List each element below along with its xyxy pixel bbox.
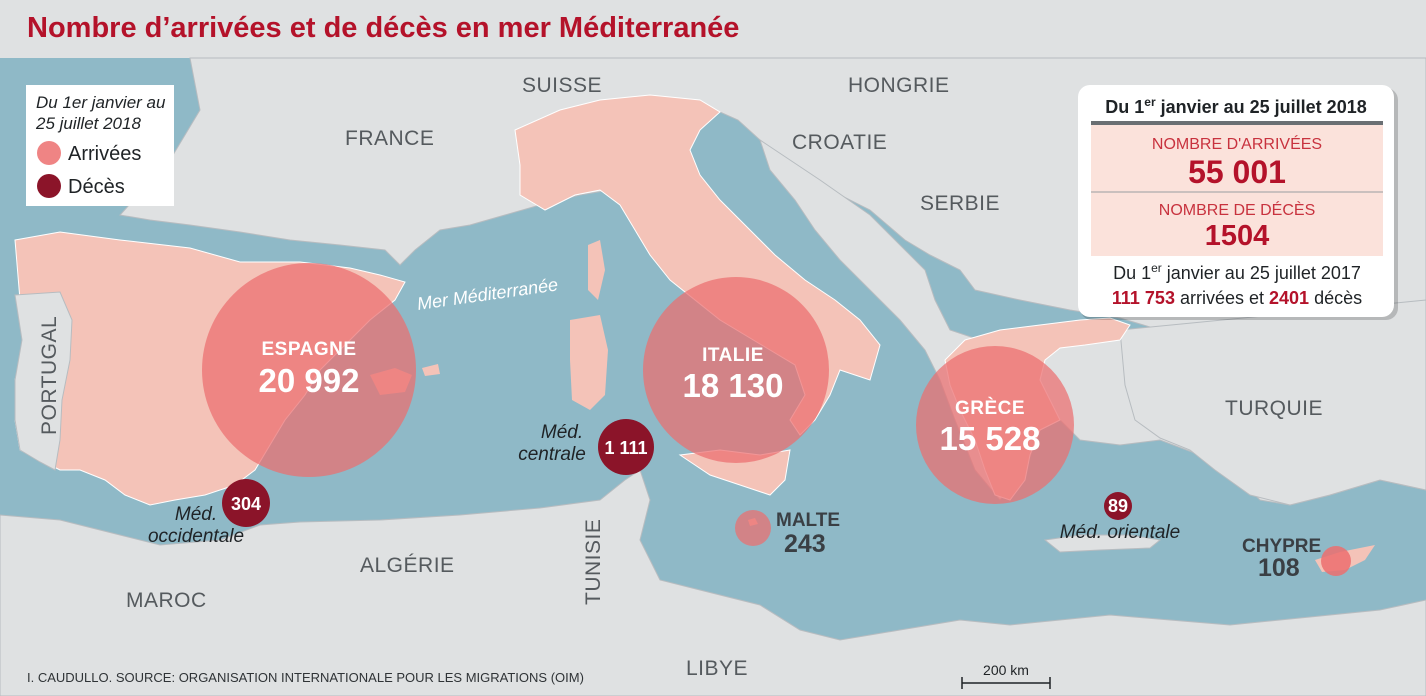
arrival-value-espagne: 20 992 (259, 362, 360, 399)
summary-divider (1091, 121, 1383, 125)
land-turkey (1119, 299, 1426, 506)
summary-deaths-label: NOMBRE DE DÉCÈS (1159, 200, 1315, 219)
arrival-name-italie: ITALIE (702, 345, 764, 366)
land-crete (1043, 534, 1162, 553)
land-portugal (14, 291, 73, 471)
country-label-serbie: SERBIE (920, 192, 1000, 215)
death-route-occidentale-2: occidentale (148, 526, 244, 547)
arrival-name-malte: MALTE (776, 510, 840, 531)
legend-period-line2: 25 juillet 2018 (35, 114, 141, 133)
death-route-occidentale-1: Méd. (175, 504, 217, 525)
death-value-orientale: 89 (1108, 496, 1128, 516)
arrival-value-malte: 243 (784, 530, 826, 558)
death-route-orientale: Méd. orientale (1060, 522, 1180, 543)
country-label-turquie: TURQUIE (1225, 397, 1323, 420)
land-north-africa (0, 469, 1426, 696)
land-sardinia (570, 315, 608, 410)
country-label-france: FRANCE (345, 127, 434, 150)
arrival-circle-grece (916, 346, 1074, 504)
country-label-tunisie: TUNISIE (582, 519, 605, 605)
death-circle-orientale (1104, 492, 1132, 520)
scale-bar: 200 km (961, 662, 1051, 689)
country-label-hongrie: HONGRIE (848, 74, 950, 97)
country-label-suisse: SUISSE (522, 74, 602, 97)
arrival-circle-italie (643, 277, 829, 463)
summary-deaths-value: 1504 (1205, 220, 1270, 252)
summary-box: Du 1er janvier au 25 juillet 2018 NOMBRE… (1078, 85, 1398, 320)
summary-compare-heading: Du 1er janvier au 25 juillet 2017 (1113, 261, 1361, 283)
country-label-croatie: CROATIE (792, 131, 887, 154)
arrival-name-chypre: CHYPRE (1242, 536, 1321, 557)
arrival-name-espagne: ESPAGNE (261, 339, 356, 360)
country-label-maroc: MAROC (126, 589, 207, 612)
legend-arrivals-swatch (37, 141, 61, 165)
land-menorca (422, 364, 440, 376)
summary-arrivals-value: 55 001 (1188, 154, 1286, 190)
arrival-circle-chypre (1321, 546, 1351, 576)
page-title: Nombre d’arrivées et de décès en mer Méd… (27, 12, 739, 44)
arrival-value-grece: 15 528 (940, 420, 1041, 457)
summary-arrivals-label: NOMBRE D'ARRIVÉES (1152, 134, 1322, 153)
source-credit: I. CAUDULLO. SOURCE: ORGANISATION INTERN… (27, 670, 584, 685)
summary-compare-values: 111 753 arrivées et 2401 décès (1112, 288, 1362, 308)
legend-deaths-label: Décès (68, 176, 125, 198)
summary-heading: Du 1er janvier au 25 juillet 2018 (1105, 95, 1366, 117)
summary-panel (1091, 125, 1383, 256)
scale-label: 200 km (983, 662, 1029, 678)
arrival-name-grece: GRÈCE (955, 397, 1025, 419)
death-route-centrale-1: Méd. (541, 422, 583, 443)
legend-period-line1: Du 1er janvier au (36, 93, 166, 112)
death-value-occidentale: 304 (231, 494, 261, 514)
title-band (0, 0, 1426, 58)
death-circle-occidentale (222, 479, 270, 527)
death-circle-centrale (598, 419, 654, 475)
land-corsica (588, 240, 605, 300)
country-label-libye: LIBYE (686, 657, 748, 680)
country-label-algerie: ALGÉRIE (360, 554, 455, 577)
arrival-value-chypre: 108 (1258, 554, 1300, 582)
death-value-centrale: 1 111 (604, 438, 647, 458)
arrival-circle-malte (735, 510, 771, 546)
country-label-portugal: PORTUGAL (38, 316, 61, 435)
legend-deaths-swatch (37, 174, 61, 198)
arrival-value-italie: 18 130 (683, 367, 784, 404)
arrival-circle-espagne (202, 263, 416, 477)
legend-arrivals-label: Arrivées (68, 143, 141, 165)
legend: Du 1er janvier au 25 juillet 2018 Arrivé… (26, 85, 174, 206)
death-route-centrale-2: centrale (518, 444, 586, 465)
